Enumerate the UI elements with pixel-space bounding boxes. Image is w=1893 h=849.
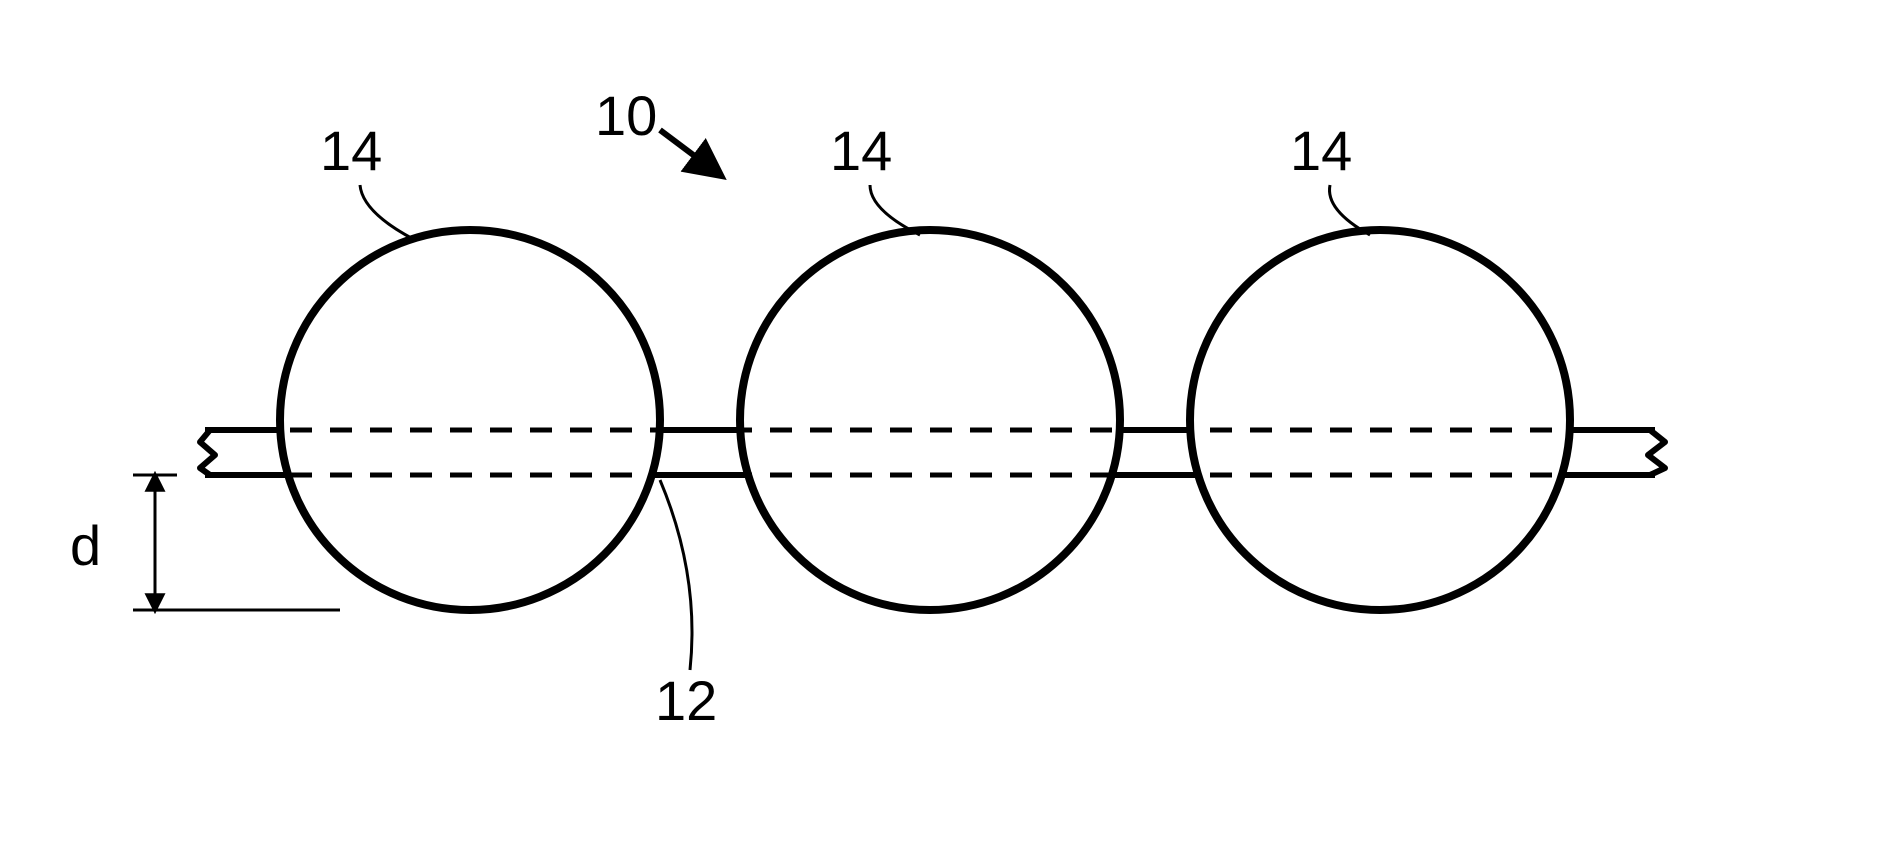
- assembly-arrow: [660, 130, 720, 175]
- sphere-3: [1190, 230, 1570, 610]
- shaft-right-break: [1648, 430, 1665, 475]
- shaft-left-break: [200, 430, 215, 475]
- leader-circle-1: [360, 185, 415, 240]
- circle-3-label: 14: [1290, 119, 1352, 182]
- sphere-2: [740, 230, 1120, 610]
- circle-2-label: 14: [830, 119, 892, 182]
- assembly-label: 10: [595, 84, 657, 147]
- sphere-1: [280, 230, 660, 610]
- shaft-label: 12: [655, 669, 717, 732]
- leader-shaft: [660, 480, 692, 670]
- circle-1-label: 14: [320, 119, 382, 182]
- d-label: d: [70, 514, 101, 577]
